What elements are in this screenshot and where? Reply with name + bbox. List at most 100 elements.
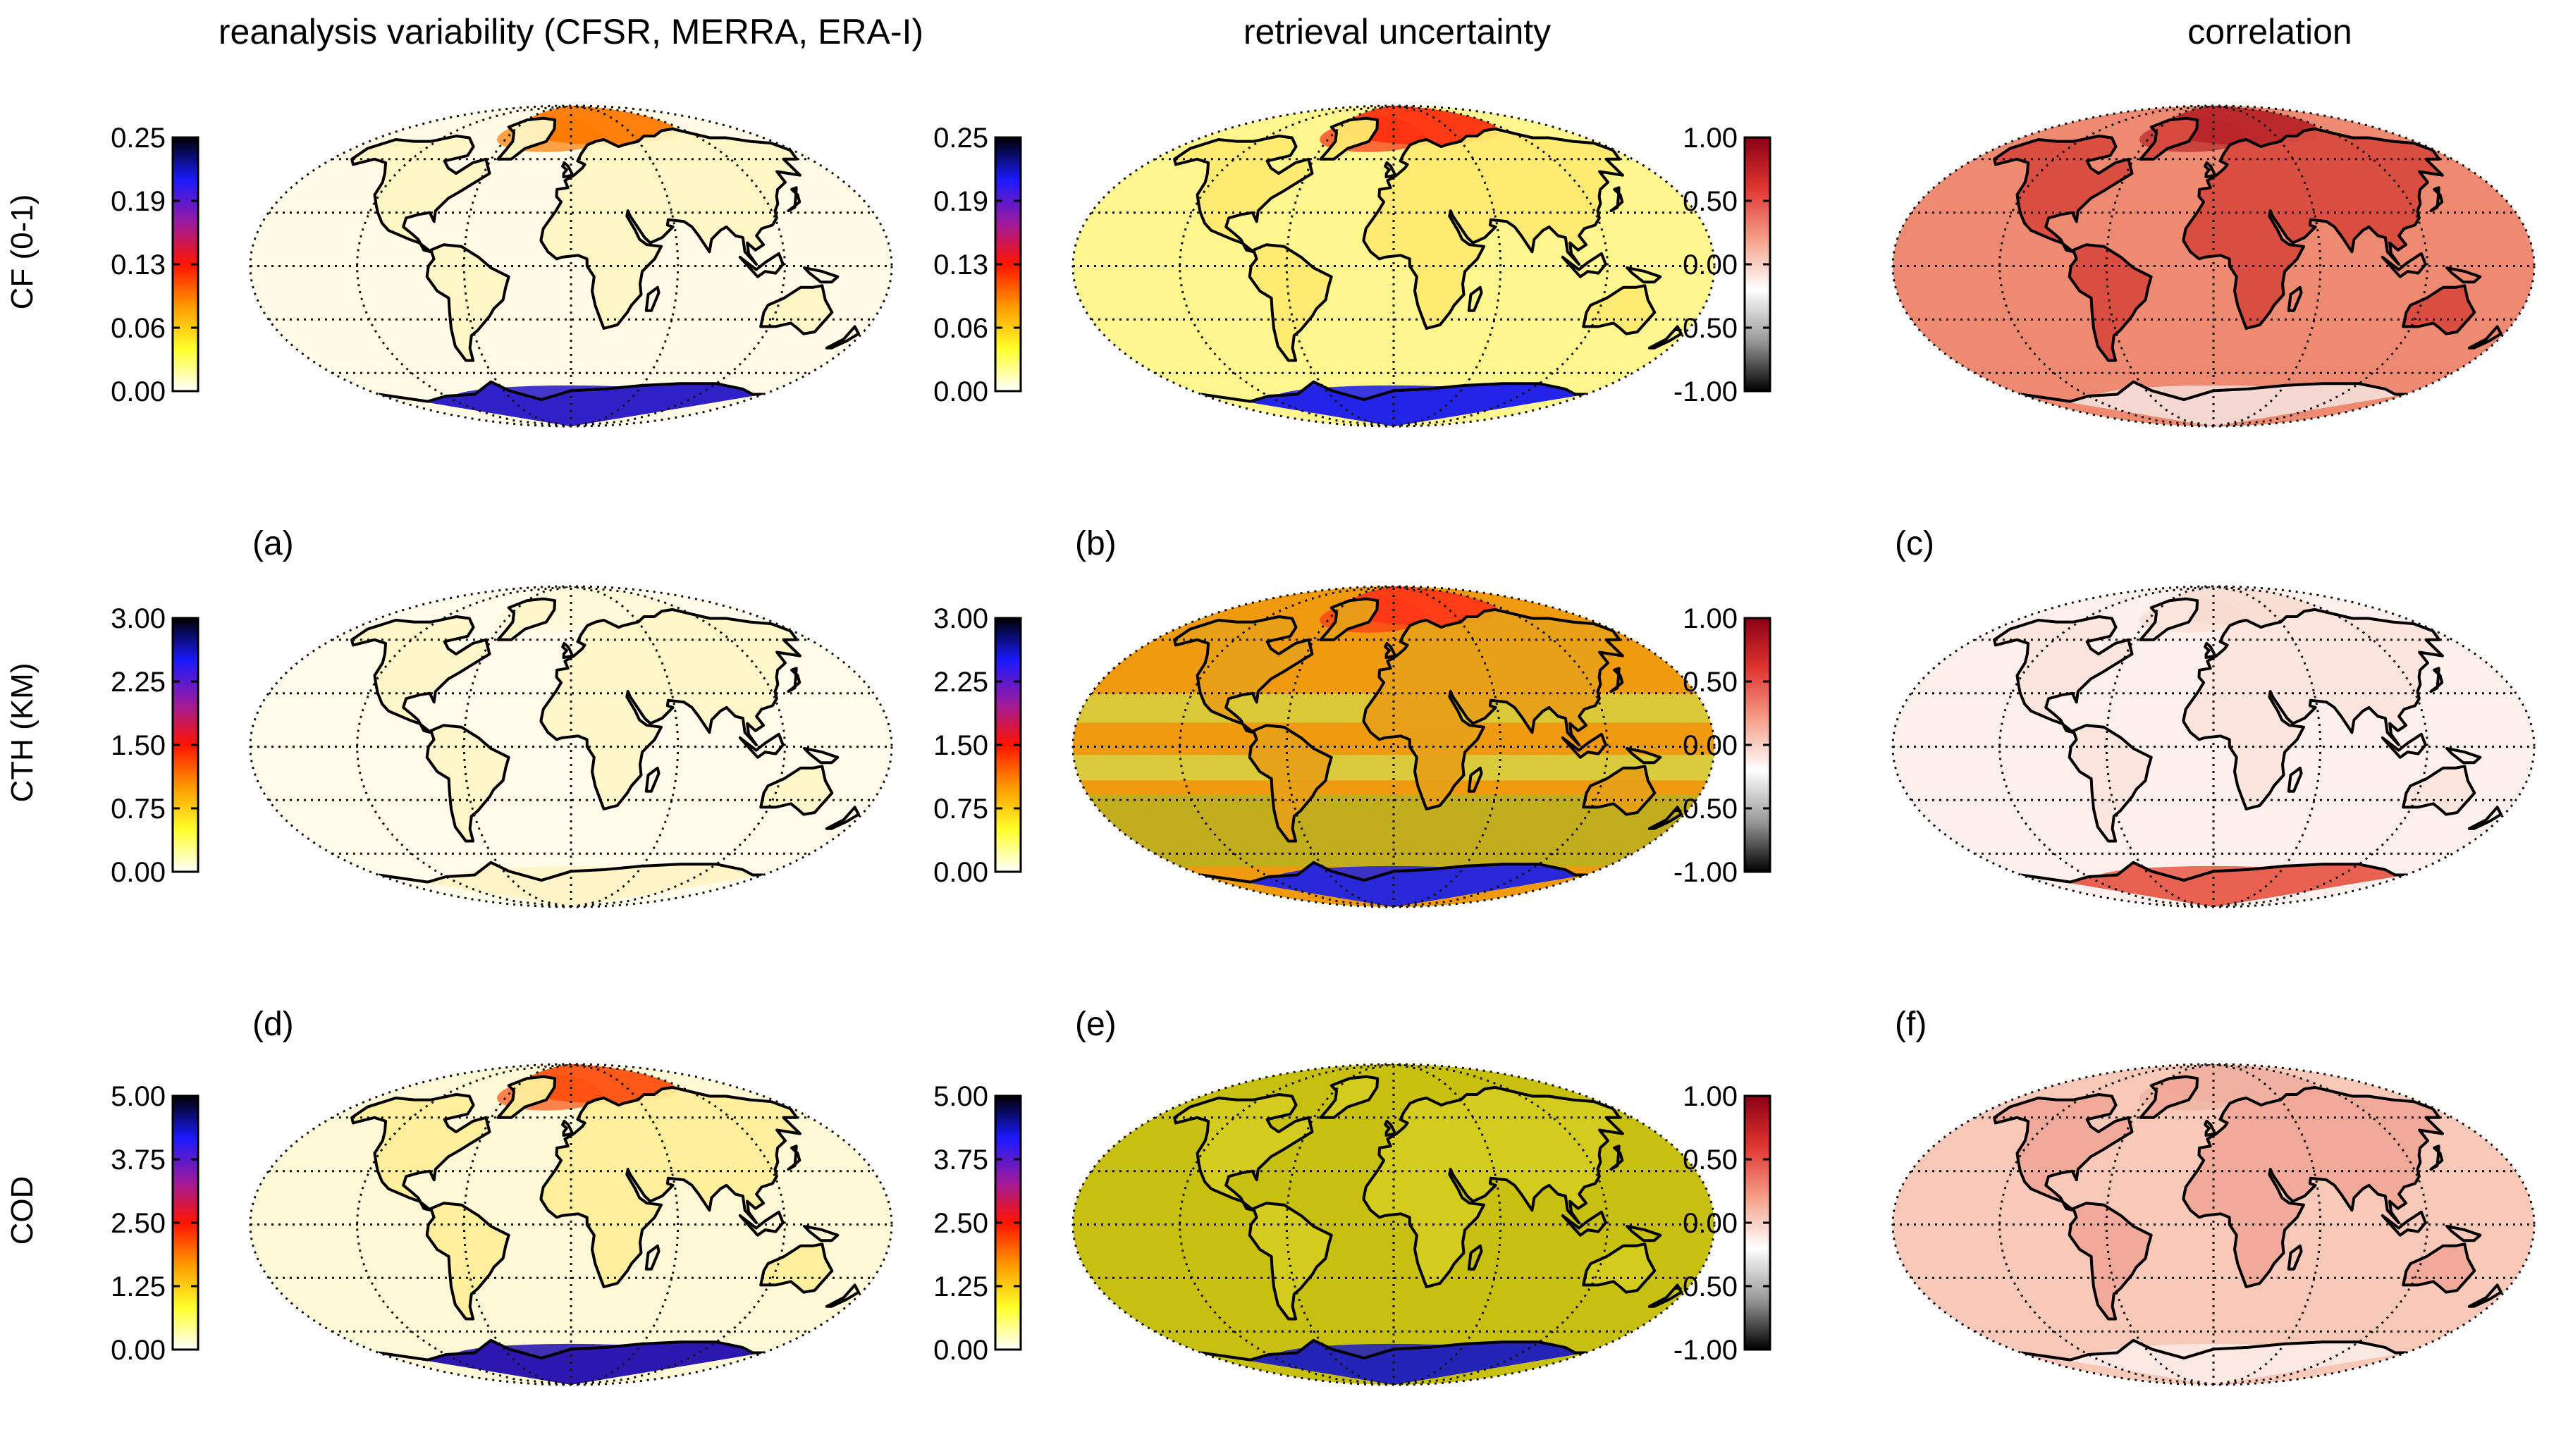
colorbar-tick-label: 3.00 <box>933 603 988 634</box>
coastlines <box>1993 1075 2502 1362</box>
colorbar-tick-label: -1.00 <box>1673 376 1738 407</box>
panel-c: -1.00 -0.50 0.00 0.50 1.00 (c) <box>1673 104 2536 562</box>
colorbar-tick-label: 0.00 <box>1683 1208 1738 1239</box>
colorbar-tick-label: -1.00 <box>1673 857 1738 888</box>
ocean-field <box>1073 1064 1714 1385</box>
map-boundary <box>1071 104 1716 428</box>
colorbar-tick-label: 0.25 <box>933 123 988 154</box>
colorbar-tick-label: 0.50 <box>1683 667 1738 698</box>
colorbar-tick-label: 1.25 <box>111 1271 166 1302</box>
colorbar-tick-label: 5.00 <box>933 1081 988 1112</box>
colorbar-tick-label: 1.00 <box>1683 603 1738 634</box>
ocean-field <box>1893 1064 2534 1385</box>
coastlines <box>1173 597 1683 884</box>
correlation-colorbar: -1.00 -0.50 0.00 0.50 1.00 <box>1673 603 1771 888</box>
colorbar-tick-label: 1.50 <box>111 730 166 761</box>
map-c <box>1891 104 2536 428</box>
panel-i: -1.00-0.500.000.501.00(i) <box>1673 1063 2536 1386</box>
colorbar-tick-label: 2.25 <box>111 667 166 698</box>
colorbar-tick-label: 0.13 <box>111 249 166 280</box>
graticule <box>1893 586 2534 907</box>
colorbar-tick-label: 0.00 <box>933 376 988 407</box>
colorbar-tick-label: 0.25 <box>111 123 166 154</box>
colorbar-tick-label: 0.00 <box>1683 249 1738 280</box>
ocean-field <box>250 586 892 907</box>
value-colorbar: 0.00 0.06 0.13 0.19 0.25 <box>933 123 1022 407</box>
map-e <box>1071 585 1716 908</box>
colorbar-tick-label: 3.75 <box>933 1145 988 1176</box>
value-colorbar: 0.00 0.75 1.50 2.25 3.00 <box>111 603 199 888</box>
colorbar-tick-label: -0.50 <box>1673 794 1738 825</box>
map-f <box>1891 585 2536 908</box>
colorbar-tick-label: 0.00 <box>1683 730 1738 761</box>
coastlines <box>1993 597 2502 884</box>
graticule <box>250 1064 892 1385</box>
map-boundary <box>249 104 893 428</box>
colorbar-tick-label: 0.00 <box>933 857 988 888</box>
value-colorbar: 0.00 1.25 2.50 3.75 5.00 <box>933 1081 1022 1366</box>
colorbar-tick-label: 2.25 <box>933 667 988 698</box>
colorbar-tick-label: -1.00 <box>1673 1335 1738 1366</box>
panel-letter: (f) <box>1895 1006 1927 1043</box>
coastlines <box>350 597 860 884</box>
graticule <box>250 586 892 907</box>
map-boundary <box>1891 585 2536 908</box>
panel-b: 0.00 0.06 0.13 0.19 0.25 (b) <box>933 104 1716 562</box>
value-colorbar: 0.00 0.06 0.13 0.19 0.25 <box>111 123 199 407</box>
colorbar-tick-label: 0.00 <box>111 1335 166 1366</box>
map-a <box>249 104 893 428</box>
panel-a: 0.00 0.06 0.13 0.19 0.25 (a) <box>111 104 893 562</box>
map-boundary <box>249 1063 893 1386</box>
coastlines <box>1173 1075 1683 1362</box>
value-colorbar: 0.00 0.75 1.50 2.25 3.00 <box>933 603 1022 888</box>
panel-h: 0.001.252.503.755.00(h) <box>933 1063 1716 1386</box>
row-label: COD <box>5 1176 39 1245</box>
panel-f: -1.00 -0.50 0.00 0.50 1.00 (f) <box>1673 585 2536 1043</box>
colorbar-tick-label: 3.75 <box>111 1145 166 1176</box>
panel-d: 0.00 0.75 1.50 2.25 3.00 (d) <box>111 585 893 1043</box>
column-title-2: retrieval uncertainty <box>1243 12 1551 51</box>
panel-letter: (b) <box>1075 525 1117 562</box>
graticule <box>250 106 892 426</box>
colorbar-tick-label: 1.25 <box>933 1271 988 1302</box>
colorbar-tick-label: 2.50 <box>933 1208 988 1239</box>
map-d <box>249 585 893 908</box>
column-title-3: correlation <box>2187 12 2352 51</box>
panel-letter: (e) <box>1075 1006 1117 1043</box>
panel-letter: (d) <box>252 1006 294 1043</box>
colorbar-tick-label: 3.00 <box>111 603 166 634</box>
colorbar-tick-label: 0.19 <box>111 186 166 217</box>
value-colorbar: 0.00 1.25 2.50 3.75 5.00 <box>111 1081 199 1366</box>
graticule <box>1893 106 2534 426</box>
coastlines <box>350 116 860 403</box>
graticule <box>1073 106 1714 426</box>
map-b <box>1071 104 1716 428</box>
row-label: CTH (KM) <box>5 663 39 803</box>
ocean-field <box>250 106 892 426</box>
colorbar-tick-label: 0.50 <box>1683 186 1738 217</box>
coastlines <box>350 1075 860 1362</box>
colorbar-tick-label: -0.50 <box>1673 313 1738 344</box>
row-2: CTH (KM) 0.00 0.75 1.50 2.25 3.00 (d) 0.00 0.75 1… <box>5 585 2536 1043</box>
colorbar-tick-label: 0.13 <box>933 249 988 280</box>
ocean-field <box>1893 106 2534 426</box>
correlation-colorbar: -1.00 -0.50 0.00 0.50 1.00 <box>1673 1081 1771 1366</box>
colorbar-tick-label: -0.50 <box>1673 1271 1738 1302</box>
graticule <box>1073 586 1714 907</box>
coastlines <box>1173 116 1683 403</box>
colorbar-tick-label: 0.50 <box>1683 1145 1738 1176</box>
panel-letter: (c) <box>1895 525 1934 562</box>
row-label: CF (0-1) <box>5 195 39 310</box>
panel-letter: (a) <box>252 525 294 562</box>
colorbar-tick-label: 0.75 <box>111 794 166 825</box>
colorbar-tick-label: 1.00 <box>1683 1081 1738 1112</box>
column-title-1: reanalysis variability (CFSR, MERRA, ERA… <box>219 12 923 51</box>
map-i <box>1891 1063 2536 1386</box>
colorbar-tick-label: 0.75 <box>933 794 988 825</box>
graticule <box>1073 1064 1714 1385</box>
colorbar-tick-label: 0.00 <box>111 857 166 888</box>
map-boundary <box>1891 104 2536 428</box>
row-1: CF (0-1) 0.000.060.130.190.25 (a) 0.000.060… <box>5 104 2536 562</box>
colorbar-tick-label: 1.50 <box>933 730 988 761</box>
